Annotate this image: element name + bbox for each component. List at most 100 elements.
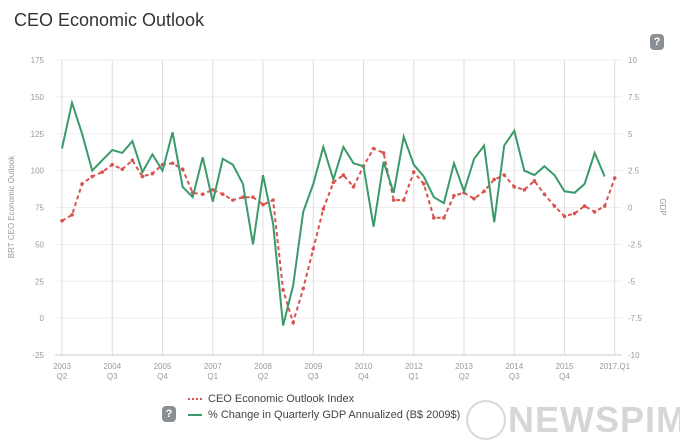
data-point [492, 177, 496, 182]
data-point [321, 207, 326, 211]
legend-help-question-icon[interactable]: ? [162, 406, 176, 422]
legend-item-gdp[interactable]: % Change in Quarterly GDP Annualized (B$… [188, 407, 460, 423]
data-point [231, 198, 235, 202]
watermark: NEWSPIM [508, 399, 680, 440]
data-point [442, 216, 446, 220]
x-tick-label: Q2 [258, 372, 269, 381]
y2-tick-label: 5 [628, 130, 633, 139]
data-point [261, 202, 265, 207]
data-point [411, 170, 416, 174]
legend: CEO Economic Outlook Index % Change in Q… [188, 391, 460, 423]
data-point [552, 204, 557, 208]
chart-title: CEO Economic Outlook [14, 10, 205, 30]
y2-tick-label: -10 [628, 351, 640, 360]
x-tick-label: 2012 [405, 362, 423, 371]
y-axis-title: BRT CEO Economic Outlook [7, 155, 16, 258]
data-point [432, 216, 436, 220]
x-tick-label: 2017.Q1 [599, 362, 630, 371]
x-tick-label: 2004 [103, 362, 121, 371]
y-tick-label: 125 [31, 130, 45, 139]
data-point [482, 189, 486, 194]
x-tick-label: 2014 [505, 362, 523, 371]
legend-label: CEO Economic Outlook Index [208, 393, 355, 405]
data-point [341, 173, 346, 177]
x-tick-label: Q3 [107, 372, 118, 381]
y2-tick-label: 2.5 [628, 167, 640, 176]
data-point [221, 192, 225, 197]
data-point [130, 158, 135, 163]
y2-axis-title: GDP [658, 198, 667, 215]
x-tick-label: Q4 [157, 372, 168, 381]
x-tick-label: Q4 [559, 372, 570, 381]
data-point [472, 196, 476, 201]
x-tick-label: Q4 [358, 372, 369, 381]
y-tick-label: 75 [35, 204, 44, 213]
data-point [371, 146, 376, 151]
y2-tick-label: 7.5 [628, 93, 640, 102]
data-point [60, 218, 64, 223]
data-point [110, 162, 115, 167]
data-point [80, 182, 84, 186]
data-point [90, 174, 94, 179]
watermark-logo-icon [466, 400, 506, 440]
y-tick-label: 175 [31, 56, 45, 65]
data-point [602, 204, 607, 208]
data-point [401, 198, 406, 202]
x-tick-label: Q2 [57, 372, 68, 381]
legend-item-ceo-index[interactable]: CEO Economic Outlook Index [188, 391, 460, 407]
data-point [180, 167, 185, 171]
data-point [612, 176, 617, 180]
y-tick-label: 100 [31, 167, 45, 176]
data-point [301, 286, 306, 291]
data-point [271, 198, 275, 202]
data-point [381, 151, 386, 155]
x-tick-label: Q3 [308, 372, 319, 381]
solid-line-swatch-icon [188, 414, 202, 416]
x-tick-label: 2005 [154, 362, 172, 371]
x-tick-label: Q3 [509, 372, 520, 381]
x-tick-label: 2007 [204, 362, 222, 371]
data-point [120, 167, 125, 171]
x-tick-label: 2003 [53, 362, 71, 371]
y-tick-label: -25 [32, 351, 44, 360]
data-point [311, 247, 316, 251]
data-point [502, 173, 507, 177]
data-point [592, 210, 597, 214]
data-point [100, 170, 104, 174]
x-tick-label: Q1 [207, 372, 218, 381]
legend-label: % Change in Quarterly GDP Annualized (B$… [208, 409, 461, 421]
data-point [241, 195, 245, 199]
y-tick-label: 0 [40, 314, 45, 323]
y2-tick-label: -7.5 [628, 314, 642, 323]
series-line-1 [61, 98, 606, 326]
x-tick-label: Q1 [408, 372, 419, 381]
x-tick-label: 2009 [304, 362, 322, 371]
y2-tick-label: 10 [628, 56, 637, 65]
x-tick-label: Q2 [459, 372, 470, 381]
x-tick-label: 2010 [355, 362, 373, 371]
data-point [542, 192, 547, 197]
x-tick-label: 2015 [556, 362, 574, 371]
x-tick-label: 2013 [455, 362, 473, 371]
data-point [512, 185, 517, 189]
data-point [200, 192, 205, 197]
y-tick-label: 150 [31, 93, 45, 102]
help-question-icon[interactable]: ? [650, 34, 664, 50]
y2-tick-label: -5 [628, 277, 636, 286]
data-point [351, 185, 356, 189]
y2-tick-label: -2.5 [628, 240, 642, 249]
data-point [150, 171, 155, 176]
data-point [210, 188, 215, 192]
data-point [532, 179, 537, 183]
data-point [562, 214, 567, 219]
data-point [582, 204, 587, 208]
data-point [452, 193, 456, 198]
x-tick-label: 2008 [254, 362, 272, 371]
y-tick-label: 25 [35, 277, 44, 286]
data-point [522, 188, 527, 192]
y2-tick-label: 0 [628, 204, 633, 213]
data-point [70, 213, 74, 217]
data-point [251, 195, 255, 199]
